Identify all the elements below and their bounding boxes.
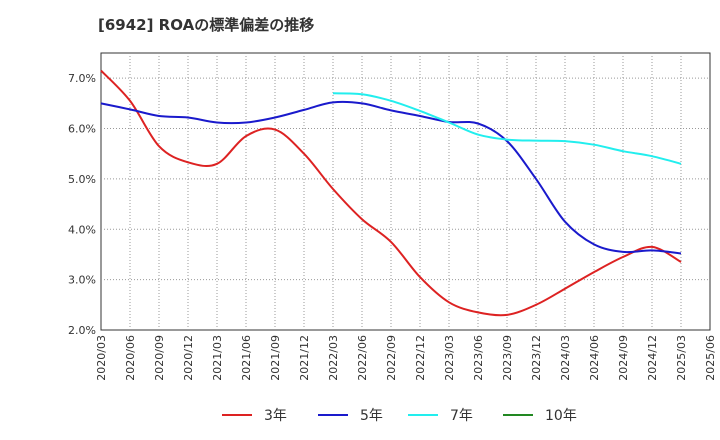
series-line-2: [100, 100, 682, 255]
x-tick-label: 2023/12: [530, 335, 543, 381]
x-tick-label: 2020/09: [153, 335, 166, 381]
chart-title: [6942] ROAの標準偏差の推移: [98, 16, 315, 34]
series-line-3: [332, 92, 682, 165]
y-axis-ticks: 2.0% 3.0% 4.0% 5.0% 6.0% 7.0%: [68, 72, 96, 337]
x-tick-label: 2023/06: [472, 335, 485, 381]
legend-label: 10年: [545, 408, 577, 424]
x-tick-label: 2022/12: [414, 335, 427, 381]
plot-area: [100, 52, 711, 331]
x-tick-label: 2020/06: [124, 335, 137, 381]
x-tick-label: 2021/09: [269, 335, 282, 381]
y-tick-label: 2.0%: [68, 324, 96, 337]
legend-label: 7年: [450, 408, 473, 424]
x-axis-ticks: 2020/03 2020/06 2020/09 2020/12 2021/03 2021/…: [95, 335, 717, 381]
x-tick-label: 2021/06: [240, 335, 253, 381]
x-tick-label: 2024/09: [617, 335, 630, 381]
y-tick-label: 7.0%: [68, 72, 96, 85]
y-tick-label: 6.0%: [68, 123, 96, 136]
x-tick-label: 2024/12: [646, 335, 659, 381]
x-tick-label: 2024/06: [588, 335, 601, 381]
x-tick-label: 2024/03: [559, 335, 572, 381]
x-tick-label: 2023/09: [501, 335, 514, 381]
series-line-1: [100, 69, 682, 317]
x-tick-label: 2021/12: [298, 335, 311, 381]
grid-lines: [101, 53, 710, 330]
y-tick-label: 5.0%: [68, 173, 96, 186]
x-tick-label: 2023/03: [443, 335, 456, 381]
x-tick-label: 2022/06: [356, 335, 369, 381]
x-tick-label: 2025/03: [675, 335, 688, 381]
x-tick-label: 2022/09: [385, 335, 398, 381]
legend-label: 3年: [264, 408, 287, 424]
x-tick-label: 2020/03: [95, 335, 108, 381]
series-lines: [100, 69, 682, 317]
x-tick-label: 2020/12: [182, 335, 195, 381]
legend-label: 5年: [360, 408, 383, 424]
x-tick-label: 2021/03: [211, 335, 224, 381]
y-tick-label: 4.0%: [68, 223, 96, 236]
y-tick-label: 3.0%: [68, 274, 96, 287]
x-tick-label: 2022/03: [327, 335, 340, 381]
legend: 3年 5年 7年 10年: [222, 408, 577, 424]
x-tick-label: 2025/06: [704, 335, 717, 381]
